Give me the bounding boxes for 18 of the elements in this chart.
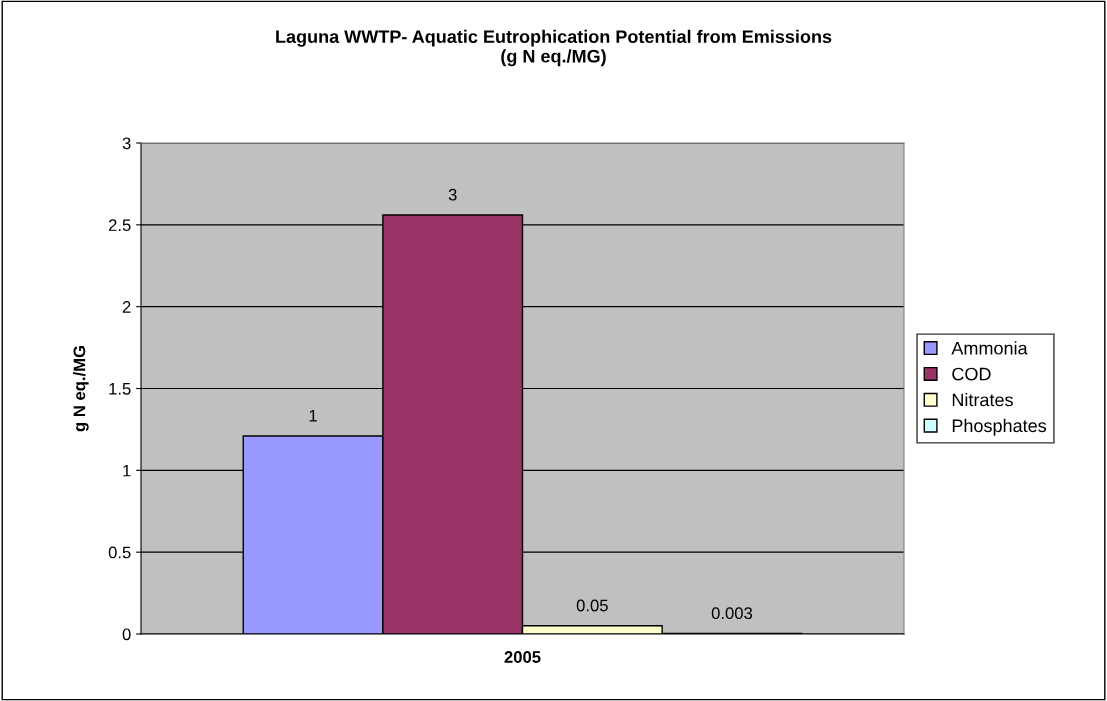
y-tick-label: 2.5 (108, 219, 131, 232)
legend-label: Nitrates (952, 393, 1013, 407)
y-tick-label: 3 (122, 137, 131, 150)
chart-title: Laguna WWTP- Aquatic Eutrophication Potential from Emissions (g N eq./MG) (276, 29, 832, 67)
y-tick-label: 1.5 (109, 383, 131, 395)
legend-label: Ammonia (951, 341, 1028, 355)
data-label: 3 (448, 188, 457, 201)
legend-label: COD (952, 367, 991, 381)
y-tick-label: 0.5 (108, 546, 131, 559)
data-label: 0.05 (576, 599, 608, 612)
data-label: 0.003 (711, 607, 753, 620)
data-label: 1 (309, 409, 317, 422)
y-tick-label: 1 (123, 464, 131, 477)
y-axis-title: g N eq./MG (73, 346, 89, 432)
y-tick-label: 2 (122, 301, 131, 313)
legend-label: Phosphates (952, 418, 1047, 436)
x-tick-label: 2005 (504, 651, 541, 663)
y-tick-label: 0 (122, 628, 131, 641)
